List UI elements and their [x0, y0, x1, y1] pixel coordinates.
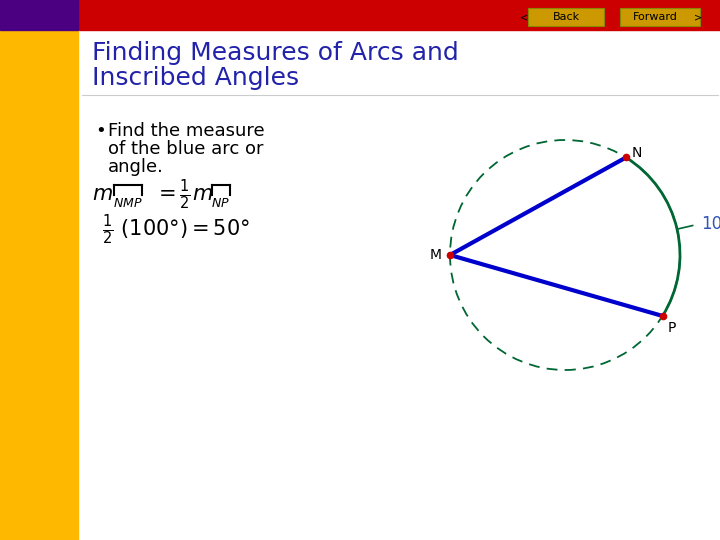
Bar	[0, 0, 78, 30]
Text: Finding Measures of Arcs and: Finding Measures of Arcs and	[92, 41, 459, 65]
Text: $= \mathit{\frac{1}{2}}$: $= \mathit{\frac{1}{2}}$	[154, 178, 191, 212]
Text: 100°: 100°	[701, 215, 720, 233]
Text: $\mathit{\frac{1}{2}}\ (100°) = 50°$: $\mathit{\frac{1}{2}}\ (100°) = 50°$	[102, 213, 250, 247]
Text: Inscribed Angles: Inscribed Angles	[92, 66, 299, 90]
Text: angle.: angle.	[108, 158, 164, 176]
Bar	[78, 30, 720, 540]
Text: •: •	[95, 122, 106, 140]
Text: $m$: $m$	[92, 186, 113, 205]
Text: $NMP$: $NMP$	[113, 197, 143, 210]
Text: Forward: Forward	[633, 12, 678, 22]
Text: $m$: $m$	[192, 186, 213, 205]
Text: Back: Back	[552, 12, 580, 22]
Bar	[0, 30, 78, 540]
Text: $NP$: $NP$	[211, 197, 230, 210]
Text: N: N	[632, 146, 642, 160]
Text: of the blue arc or: of the blue arc or	[108, 140, 264, 158]
Bar	[0, 0, 720, 30]
Text: Find the measure: Find the measure	[108, 122, 265, 140]
FancyBboxPatch shape	[620, 8, 700, 26]
FancyBboxPatch shape	[528, 8, 604, 26]
Text: M: M	[430, 248, 442, 262]
Text: <: <	[520, 12, 528, 22]
Text: P: P	[667, 321, 676, 335]
Text: >: >	[694, 12, 702, 22]
